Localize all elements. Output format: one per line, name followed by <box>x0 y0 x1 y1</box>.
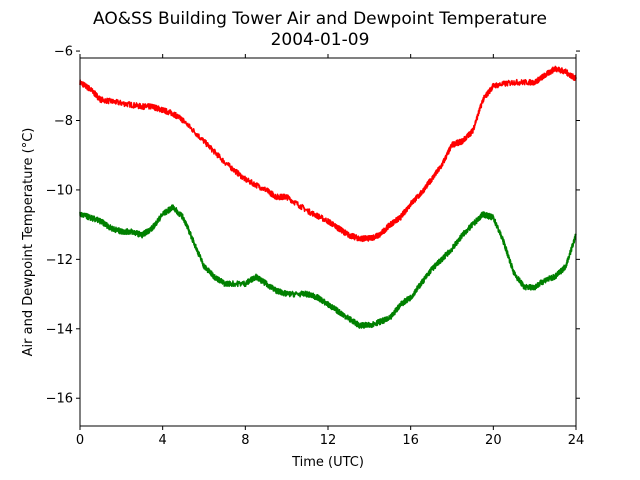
y-tick-label-2: −10 <box>46 183 73 198</box>
y-tick-label-0: −6 <box>54 45 73 60</box>
x-tick-label-24: 24 <box>568 433 585 448</box>
x-tick-label-20: 20 <box>485 433 502 448</box>
chart-title: AO&SS Building Tower Air and Dewpoint Te… <box>93 9 547 29</box>
chart-subtitle: 2004-01-09 <box>271 30 370 50</box>
series-line-1 <box>79 65 577 243</box>
x-tick-label-12: 12 <box>320 433 337 448</box>
x-axis-label: Time (UTC) <box>291 455 364 470</box>
x-tick-label-4: 4 <box>159 433 167 448</box>
series-layer <box>79 65 577 329</box>
ticks-layer: 0 4 8 12 16 20 24 −6 −8 −10 −12 −14 −16 <box>46 45 585 448</box>
x-tick-label-8: 8 <box>241 433 249 448</box>
y-tick-label-1: −8 <box>54 114 73 129</box>
y-tick-label-3: −12 <box>46 253 73 268</box>
x-tick-label-0: 0 <box>76 433 84 448</box>
plot-frame <box>79 57 577 427</box>
y-axis-label: Air and Dewpoint Temperature (°C) <box>21 128 36 357</box>
series-line-2 <box>79 204 577 329</box>
x-tick-label-16: 16 <box>402 433 419 448</box>
y-tick-label-5: −16 <box>46 392 73 407</box>
y-tick-label-4: −14 <box>46 322 73 337</box>
